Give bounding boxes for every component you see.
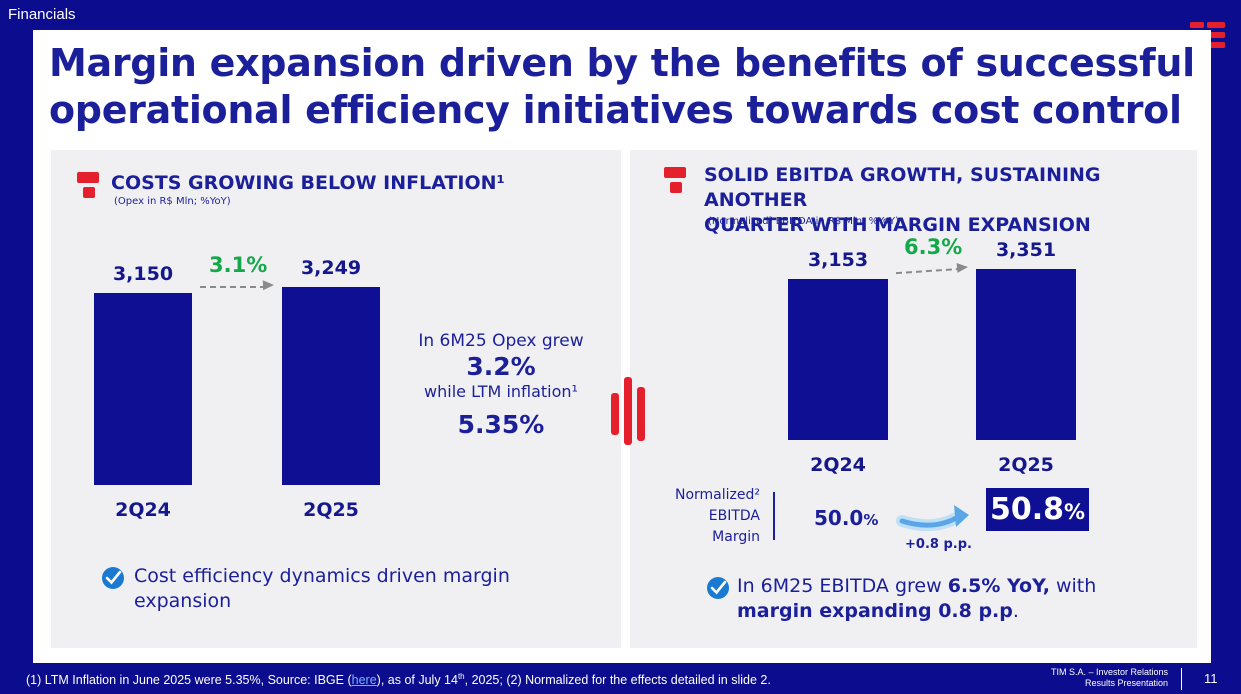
page-number: 11	[1204, 671, 1218, 686]
margin-2q25-value: 50.8	[990, 492, 1065, 527]
ebitda-bullet-bold1: 6.5% YoY,	[947, 575, 1050, 597]
margin-2q24-unit: %	[863, 511, 879, 529]
costs-bullet-line1: Cost efficiency dynamics driven margin	[134, 565, 510, 587]
ebitda-bullet-end: .	[1012, 600, 1019, 622]
title-line-1: Margin expansion driven by the benefits …	[49, 41, 1195, 85]
growth-label: 3.1%	[209, 253, 268, 277]
tim-center-logo-icon	[611, 377, 645, 445]
check-icon	[707, 577, 729, 599]
costs-bullet-line2: expansion	[134, 590, 232, 612]
inflation-value: 5.35%	[457, 410, 545, 439]
footnote-suffix: , 2025; (2) Normalized for the effects d…	[464, 673, 771, 688]
opex-note-line2: while LTM inflation¹	[424, 382, 578, 401]
margin-2q25-unit: %	[1064, 500, 1086, 524]
margin-label-line3: Margin	[712, 529, 760, 545]
growth-arrow-icon	[199, 280, 274, 291]
bar-value-label: 3,351	[995, 239, 1057, 261]
tim-mark-icon	[77, 172, 99, 198]
footnote-mid: ), as of July 14	[376, 673, 458, 688]
bar-2q25	[282, 287, 380, 485]
footer-divider	[1181, 668, 1182, 690]
page-title: Margin expansion driven by the benefits …	[49, 40, 1199, 134]
ebitda-bullet: In 6M25 EBITDA grew 6.5% YoY, with margi…	[737, 574, 1177, 624]
bar-value-label: 3,153	[807, 249, 869, 272]
ebitda-panel-subtitle: (Normalized² EBITDA in R$ Mln; %YoY)	[708, 216, 900, 227]
section-label: Financials	[8, 6, 76, 23]
margin-divider	[773, 492, 775, 540]
bar-2q24	[94, 293, 192, 485]
footnote-prefix: (1) LTM Inflation in June 2025 were 5.35…	[26, 673, 352, 688]
opex-note: In 6M25 Opex grew 3.2% while LTM inflati…	[401, 330, 601, 440]
company-line2: Results Presentation	[1084, 678, 1168, 688]
tim-mark-icon	[664, 167, 686, 193]
ebitda-title-line2: QUARTER WITH MARGIN EXPANSION	[704, 214, 1091, 236]
margin-label-line2: EBITDA	[708, 508, 760, 524]
margin-label: Normalized² EBITDA Margin	[640, 485, 760, 548]
growth-arrow-icon	[895, 262, 968, 275]
margin-2q25: 50.8%	[986, 488, 1090, 531]
costs-panel: COSTS GROWING BELOW INFLATION¹ (Opex in …	[51, 150, 621, 648]
growth-label: 6.3%	[904, 235, 963, 259]
slide: Margin expansion driven by the benefits …	[33, 30, 1211, 663]
ebitda-bullet-text1: In 6M25 EBITDA grew	[737, 575, 948, 597]
company-info: TIM S.A. – Investor Relations Results Pr…	[1020, 667, 1168, 689]
bar-2q24	[788, 279, 888, 440]
category-label: 2Q24	[115, 499, 171, 521]
opex-growth-value: 3.2%	[466, 352, 536, 381]
category-label: 2Q25	[998, 454, 1054, 476]
category-label: 2Q25	[303, 499, 359, 521]
bar-2q25	[976, 269, 1076, 440]
margin-2q24-value: 50.0	[814, 506, 864, 530]
ebitda-bullet-bold2: margin expanding 0.8 p.p	[737, 600, 1013, 622]
margin-change: +0.8 p.p.	[905, 537, 972, 552]
ebitda-bullet-text2: with	[1049, 575, 1097, 597]
category-label: 2Q24	[810, 454, 866, 476]
bar-value-label: 3,249	[300, 257, 362, 279]
margin-2q24: 50.0%	[814, 506, 878, 530]
footnote-link[interactable]: here	[351, 673, 377, 688]
company-line1: TIM S.A. – Investor Relations	[1050, 667, 1168, 677]
ebitda-panel-title: SOLID EBITDA GROWTH, SUSTAINING ANOTHER …	[704, 163, 1197, 238]
curved-arrow-icon	[896, 505, 969, 532]
costs-bullet: Cost efficiency dynamics driven margin e…	[134, 564, 604, 614]
ebitda-panel: SOLID EBITDA GROWTH, SUSTAINING ANOTHER …	[630, 150, 1197, 648]
footnote: (1) LTM Inflation in June 2025 were 5.35…	[26, 672, 771, 687]
bar-value-label: 3,150	[112, 263, 174, 286]
ebitda-title-line1: SOLID EBITDA GROWTH, SUSTAINING ANOTHER	[704, 164, 1101, 211]
check-icon	[102, 567, 124, 589]
costs-panel-title: COSTS GROWING BELOW INFLATION¹	[111, 172, 505, 194]
costs-panel-subtitle: (Opex in R$ Mln; %YoY)	[114, 196, 231, 207]
opex-note-line1: In 6M25 Opex grew	[418, 331, 584, 351]
footnote-sup: th	[457, 672, 465, 681]
margin-label-line1: Normalized²	[674, 487, 760, 503]
title-line-2: operational efficiency initiatives towar…	[49, 88, 1182, 132]
